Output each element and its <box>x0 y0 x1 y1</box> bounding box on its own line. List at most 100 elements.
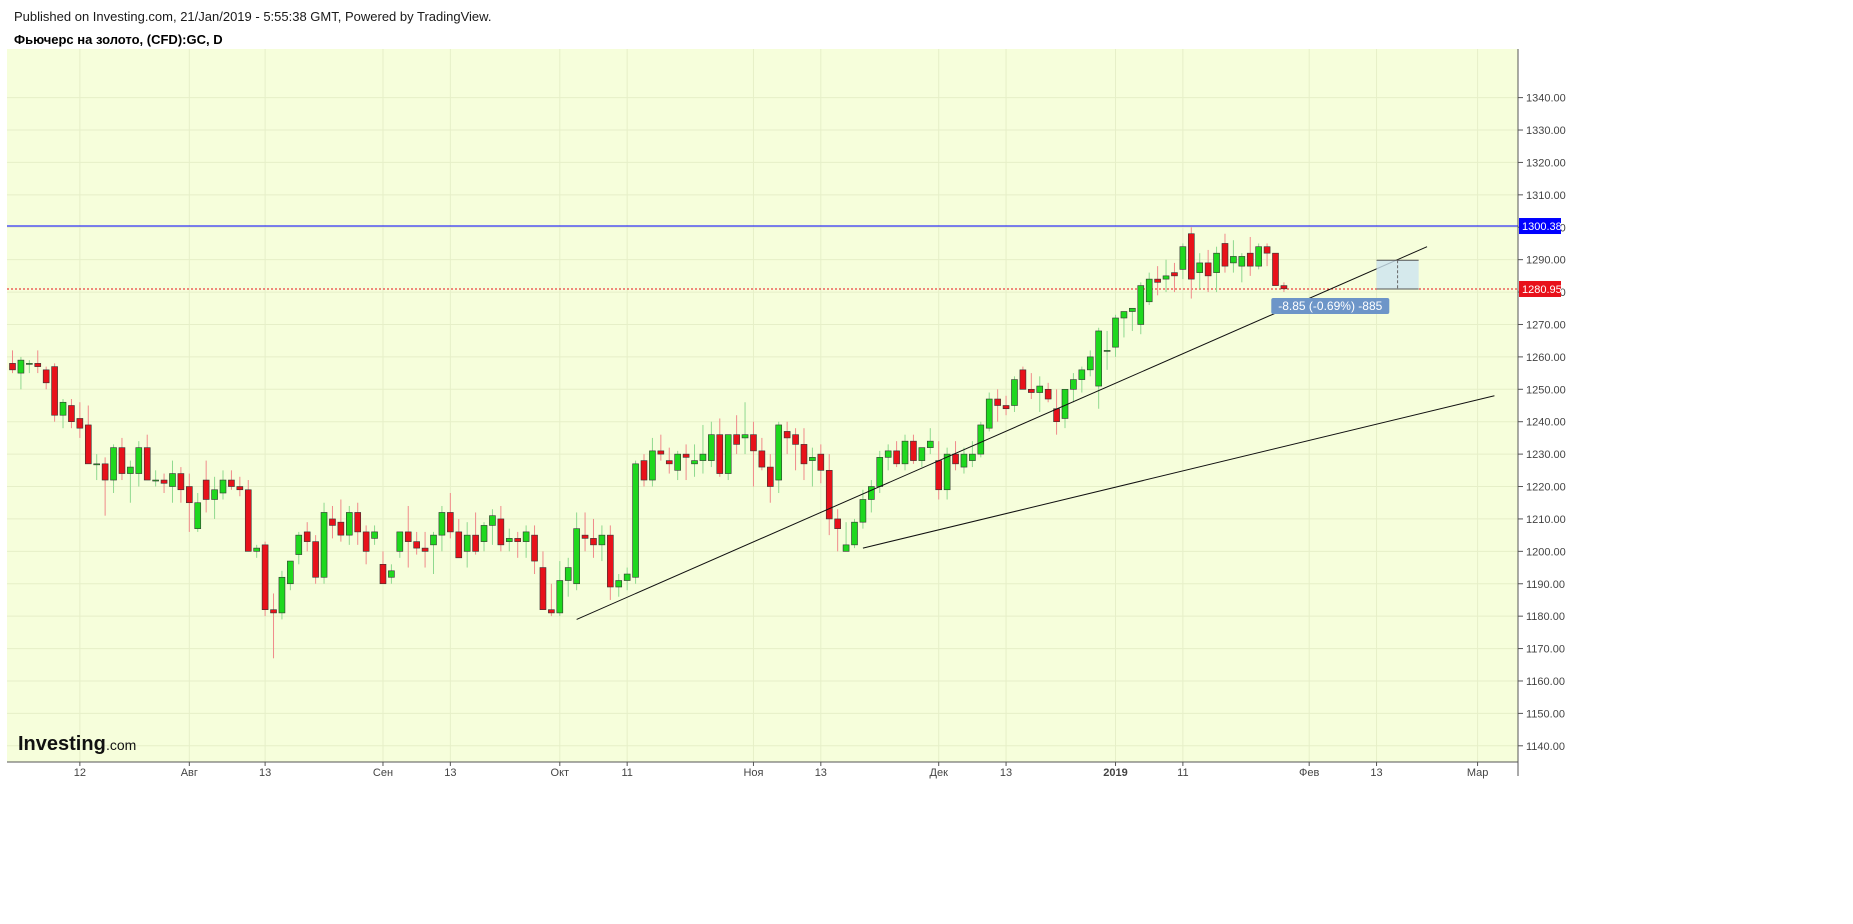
candle <box>413 531 420 555</box>
candle-body <box>868 486 875 500</box>
candle <box>202 460 210 513</box>
candle <box>194 493 202 532</box>
candle-body <box>219 479 227 494</box>
candle <box>851 518 858 549</box>
candle-body <box>1171 272 1178 277</box>
candle-body <box>278 576 286 614</box>
candle <box>649 437 656 487</box>
candle <box>1204 249 1212 293</box>
candle-body <box>1188 233 1195 280</box>
candle-body <box>960 453 968 468</box>
plot-area[interactable] <box>7 49 1518 762</box>
candle <box>303 522 311 552</box>
candle <box>918 447 926 468</box>
candle <box>26 360 33 374</box>
candle <box>548 583 555 617</box>
candle <box>910 434 917 464</box>
candle-body <box>303 531 311 542</box>
candle-body <box>26 363 33 365</box>
candle-body <box>766 466 774 487</box>
candle <box>320 502 328 584</box>
y-tick-label: 1160.00 <box>1526 676 1565 688</box>
candle-body <box>497 518 505 546</box>
x-tick-label: 2019 <box>1103 767 1127 779</box>
candle <box>59 399 67 429</box>
time-axis[interactable]: 12 Авг 13 Сен 13 Окт 11 Ноя 13 Дек 13 2019 11 Фев 13 Ма… <box>74 762 1489 779</box>
candle-body <box>455 531 463 559</box>
candle-body <box>93 463 100 466</box>
candle-body <box>1179 246 1187 270</box>
candle <box>657 434 665 461</box>
candle-body <box>699 453 707 461</box>
candle-body <box>901 440 909 465</box>
candle <box>943 447 951 500</box>
candle-body <box>261 544 269 610</box>
candle <box>447 493 454 539</box>
trend-line <box>862 395 1495 549</box>
candle-body <box>598 534 606 546</box>
price-tag-box <box>1519 218 1561 235</box>
candle <box>708 421 715 468</box>
candle <box>716 418 724 477</box>
investing-logo: Investing .com <box>18 733 136 755</box>
candle-body <box>590 538 597 546</box>
y-tick-label: 1220.00 <box>1526 482 1566 494</box>
price-range-measure[interactable]: -8.85 (-0.69%) -885 <box>1271 259 1419 314</box>
measure-box <box>1376 260 1419 289</box>
candle <box>1078 366 1086 393</box>
candle-body <box>1272 252 1279 286</box>
candle-body <box>228 479 235 487</box>
candle <box>901 434 909 471</box>
candle-body <box>758 450 766 468</box>
candle <box>539 551 547 610</box>
candle-body <box>1103 350 1111 352</box>
candle <box>480 522 488 552</box>
candle-body <box>430 534 437 546</box>
candle-body <box>556 580 564 614</box>
candle-body <box>522 531 530 542</box>
y-tick-label: 1340.00 <box>1526 93 1566 105</box>
candle-body <box>1213 252 1220 273</box>
y-tick-label: 1190.00 <box>1526 579 1565 591</box>
y-tick-label: 1290.00 <box>1526 255 1566 267</box>
price-axis[interactable]: 1140.00 1150.00 1160.00 1170.00 1180.00 1190.… <box>1518 93 1566 753</box>
candle <box>51 363 58 422</box>
candle <box>724 434 732 481</box>
candle <box>244 480 252 552</box>
candle-body <box>354 512 362 533</box>
candle <box>800 428 808 481</box>
candle-body <box>388 570 395 578</box>
candle <box>1154 266 1161 296</box>
candle-body <box>51 366 58 416</box>
candle <box>581 512 589 552</box>
candle-body <box>371 531 378 539</box>
horizontal-price-lines[interactable] <box>7 225 1518 290</box>
candle-body <box>733 434 740 445</box>
candle <box>261 541 269 617</box>
candle <box>573 512 580 591</box>
candle <box>758 437 766 471</box>
candle-body <box>640 460 648 481</box>
candle-body <box>345 512 353 536</box>
y-tick-label: 1150.00 <box>1526 708 1565 720</box>
candle <box>76 402 84 438</box>
candle-body <box>817 453 825 471</box>
candle <box>750 421 757 487</box>
y-tick-label: 1250.00 <box>1526 384 1566 396</box>
candle-body <box>851 521 858 546</box>
candle-body <box>531 534 538 562</box>
candle <box>699 424 707 474</box>
candle <box>1263 243 1271 267</box>
candle-body <box>682 453 690 458</box>
candle-body <box>421 547 429 552</box>
candle <box>682 444 690 481</box>
candle <box>354 502 362 545</box>
candle <box>607 525 614 600</box>
candle-body <box>674 453 681 471</box>
candle <box>421 531 429 568</box>
candle-body <box>396 531 404 552</box>
candle <box>101 457 109 516</box>
candle-body <box>1263 246 1271 254</box>
x-tick-label: 11 <box>1177 767 1188 779</box>
